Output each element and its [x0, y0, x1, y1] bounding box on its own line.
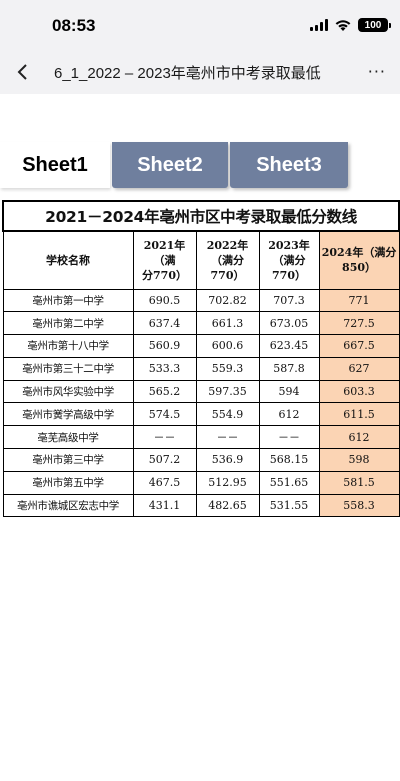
- school-name-cell[interactable]: 亳州市第十八中学: [2, 334, 134, 358]
- score-2021-cell[interactable]: 467.5: [132, 470, 197, 495]
- score-2023-cell[interactable]: －－: [258, 425, 320, 450]
- chevron-left-icon: [17, 64, 27, 80]
- score-table: 2021－2024年亳州市区中考录取最低分数线 学校名称 2021年（满 分770…: [1, 200, 400, 518]
- tab-sheet3[interactable]: Sheet3: [230, 142, 348, 188]
- score-2024-cell[interactable]: 771: [318, 288, 400, 313]
- sheet-tabs: Sheet1 Sheet2 Sheet3: [0, 142, 400, 190]
- score-2021-cell[interactable]: 637.4: [132, 311, 197, 336]
- score-2024-cell[interactable]: 611.5: [318, 402, 400, 427]
- score-2023-cell[interactable]: 707.3: [258, 288, 320, 313]
- header-2021: 2021年（满 分770）: [132, 230, 197, 290]
- table-row: 亳州市第十八中学 560.9 600.6 623.45 667.5: [2, 334, 400, 358]
- school-name-cell[interactable]: 亳州市第三中学: [2, 448, 134, 472]
- score-2024-cell[interactable]: 612: [318, 425, 400, 450]
- status-time: 08:53: [52, 16, 96, 35]
- score-2022-cell[interactable]: －－: [195, 425, 260, 450]
- tab-sheet1[interactable]: Sheet1: [0, 142, 110, 188]
- back-button[interactable]: [12, 60, 32, 84]
- score-2022-cell[interactable]: 512.95: [195, 470, 260, 495]
- score-2021-cell[interactable]: 533.3: [132, 356, 197, 381]
- table-row: 亳芜高级中学 －－ －－ －－ 612: [2, 425, 400, 450]
- school-name-cell[interactable]: 亳州市风华实验中学: [2, 379, 134, 404]
- battery-level: 100: [364, 19, 382, 31]
- score-2021-cell[interactable]: 431.1: [132, 493, 197, 518]
- score-2024-cell[interactable]: 603.3: [318, 379, 400, 404]
- table-row: 亳州市黉学高级中学 574.5 554.9 612 611.5: [2, 402, 400, 427]
- school-name-cell[interactable]: 亳州市第五中学: [2, 470, 134, 495]
- nav-bar: 6_1_2022 – 2023年亳州市中考录取最低 ···: [0, 50, 400, 94]
- score-2024-cell[interactable]: 727.5: [318, 311, 400, 336]
- score-2022-cell[interactable]: 597.35: [195, 379, 260, 404]
- table-row: 亳州市第五中学 467.5 512.95 551.65 581.5: [2, 470, 400, 495]
- score-2021-cell[interactable]: 560.9: [132, 334, 197, 358]
- score-2022-cell[interactable]: 600.6: [195, 334, 260, 358]
- spreadsheet: 2021－2024年亳州市区中考录取最低分数线 学校名称 2021年（满 分770…: [1, 200, 400, 518]
- score-2023-cell[interactable]: 568.15: [258, 448, 320, 472]
- score-2021-cell[interactable]: 690.5: [132, 288, 197, 313]
- score-2023-cell[interactable]: 612: [258, 402, 320, 427]
- score-2023-cell[interactable]: 594: [258, 379, 320, 404]
- score-2021-cell[interactable]: 507.2: [132, 448, 197, 472]
- status-bar: 08:53 100: [0, 0, 400, 50]
- score-2021-cell[interactable]: 565.2: [132, 379, 197, 404]
- header-2024: 2024年（满分 850）: [318, 230, 400, 290]
- school-name-cell[interactable]: 亳州市谯城区宏志中学: [2, 493, 134, 518]
- school-name-cell[interactable]: 亳州市第二中学: [2, 311, 134, 336]
- score-2024-cell[interactable]: 581.5: [318, 470, 400, 495]
- school-name-cell[interactable]: 亳州市黉学高级中学: [2, 402, 134, 427]
- header-2023: 2023年 （满分 770）: [258, 230, 320, 290]
- score-2024-cell[interactable]: 627: [318, 356, 400, 381]
- score-2022-cell[interactable]: 482.65: [195, 493, 260, 518]
- score-2021-cell[interactable]: 574.5: [132, 402, 197, 427]
- more-options-button[interactable]: ···: [367, 62, 386, 81]
- score-2023-cell[interactable]: 531.55: [258, 493, 320, 518]
- score-2022-cell[interactable]: 702.82: [195, 288, 260, 313]
- score-2023-cell[interactable]: 673.05: [258, 311, 320, 336]
- table-row: 亳州市谯城区宏志中学 431.1 482.65 531.55 558.3: [2, 493, 400, 518]
- score-2021-cell[interactable]: －－: [132, 425, 197, 450]
- score-2022-cell[interactable]: 559.3: [195, 356, 260, 381]
- table-row: 亳州市第一中学 690.5 702.82 707.3 771: [2, 288, 400, 313]
- wifi-icon: [335, 20, 351, 31]
- table-row: 亳州市风华实验中学 565.2 597.35 594 603.3: [2, 379, 400, 404]
- header-2022: 2022年 （满分 770）: [195, 230, 260, 290]
- score-2022-cell[interactable]: 661.3: [195, 311, 260, 336]
- header-school: 学校名称: [2, 230, 134, 290]
- status-icons: 100: [310, 17, 391, 33]
- tab-sheet2[interactable]: Sheet2: [112, 142, 228, 188]
- document-title: 6_1_2022 – 2023年亳州市中考录取最低: [54, 65, 321, 82]
- school-name-cell[interactable]: 亳州市第三十二中学: [2, 356, 134, 381]
- score-2022-cell[interactable]: 554.9: [195, 402, 260, 427]
- table-row: 亳州市第二中学 637.4 661.3 673.05 727.5: [2, 311, 400, 336]
- table-row: 亳州市第三十二中学 533.3 559.3 587.8 627: [2, 356, 400, 381]
- school-name-cell[interactable]: 亳州市第一中学: [2, 288, 134, 313]
- score-2024-cell[interactable]: 598: [318, 448, 400, 472]
- score-2023-cell[interactable]: 587.8: [258, 356, 320, 381]
- score-2024-cell[interactable]: 558.3: [318, 493, 400, 518]
- table-row: 亳州市第三中学 507.2 536.9 568.15 598: [2, 448, 400, 472]
- cellular-signal-icon: [310, 19, 328, 31]
- table-title: 2021－2024年亳州市区中考录取最低分数线: [1, 200, 400, 232]
- score-2024-cell[interactable]: 667.5: [318, 334, 400, 358]
- header-row: 学校名称 2021年（满 分770） 2022年 （满分 770） 2023年 （满分 7…: [2, 230, 400, 290]
- score-2023-cell[interactable]: 623.45: [258, 334, 320, 358]
- score-2023-cell[interactable]: 551.65: [258, 470, 320, 495]
- school-name-cell[interactable]: 亳芜高级中学: [2, 425, 134, 450]
- battery-icon: 100: [358, 18, 391, 32]
- score-2022-cell[interactable]: 536.9: [195, 448, 260, 472]
